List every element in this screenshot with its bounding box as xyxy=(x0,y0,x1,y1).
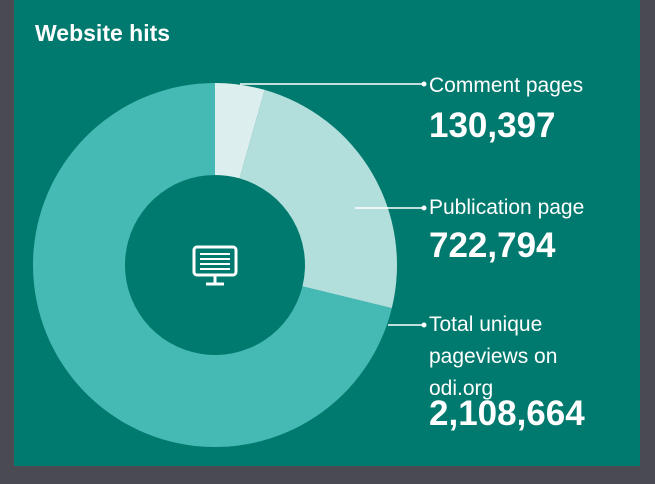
data-label: 2,108,664 xyxy=(429,394,585,433)
legend-label: Comment pages xyxy=(429,74,584,97)
legend-label: Publication page xyxy=(429,196,585,219)
leader-dot xyxy=(421,81,427,87)
monitor-icon xyxy=(192,245,238,286)
data-label: 130,397 xyxy=(429,106,556,145)
leader-dot xyxy=(421,205,427,211)
chart-title: Website hits xyxy=(35,20,171,46)
chart xyxy=(33,81,427,447)
panel: Website hits Comment pages 130,397 Publica… xyxy=(14,0,640,466)
donut-slice xyxy=(33,83,392,447)
legend-label: Total unique pageviews on odi.org xyxy=(429,313,558,400)
leader-dot xyxy=(421,322,427,328)
data-label: 722,794 xyxy=(429,226,556,265)
donut-slice xyxy=(239,89,397,309)
donut-slice xyxy=(215,83,265,179)
